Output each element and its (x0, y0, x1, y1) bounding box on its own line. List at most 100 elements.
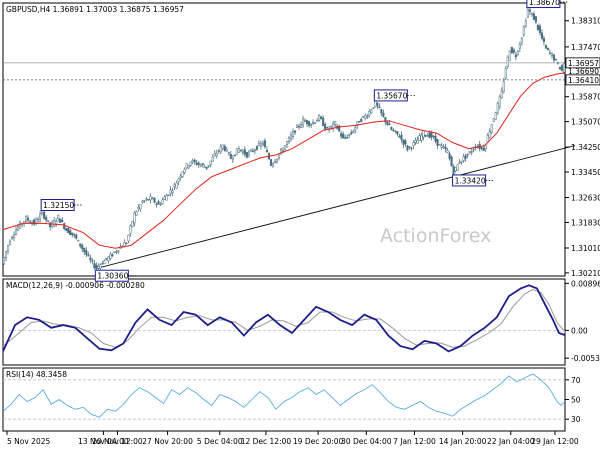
candle-body (488, 131, 491, 138)
candle-body (191, 160, 194, 163)
candle-body (308, 121, 311, 126)
candle-body (452, 166, 455, 176)
candle-body (312, 121, 315, 124)
candle-body (516, 51, 519, 55)
candle-body (159, 203, 162, 206)
candle-body (107, 256, 110, 262)
candle-body (552, 54, 556, 61)
candle-body (372, 107, 375, 109)
x-tick-label: 30 Dec 04:00 (341, 437, 392, 446)
x-tick-label: 5 Nov 2025 (7, 437, 50, 446)
candle-body (442, 146, 445, 149)
candle-body (269, 159, 273, 166)
candle-body (185, 163, 188, 169)
candle-body (183, 169, 186, 173)
candle-body (526, 9, 529, 18)
candle-body (4, 251, 8, 259)
candle-body (472, 148, 475, 151)
main-y-tick-label: 1.35870 (571, 93, 600, 102)
macd-y-tick-label: 0.00 (571, 326, 588, 335)
candle-body (338, 125, 341, 132)
candle-body (245, 152, 248, 158)
candle-body (139, 204, 142, 210)
candle-body (99, 264, 102, 269)
candle-body (79, 243, 82, 247)
rsi-header: RSI(14) 48.3458 (6, 370, 67, 379)
candle-body (65, 228, 68, 231)
candle-body (434, 135, 437, 142)
candle-body (420, 134, 423, 141)
candle-body (225, 149, 228, 152)
candle-body (257, 142, 260, 146)
candle-body (59, 218, 62, 223)
candle-body (418, 135, 421, 141)
candle-body (251, 150, 254, 152)
rsi-y-tick-label: 70 (571, 376, 581, 385)
candle-body (237, 148, 240, 153)
candle-body (115, 251, 118, 253)
candle-body (193, 159, 196, 163)
candle-body (370, 109, 373, 114)
candle-body (247, 151, 250, 156)
candle-body (229, 153, 232, 159)
candle-body (259, 142, 262, 147)
candle-body (151, 197, 154, 200)
candle-body (406, 145, 409, 151)
main-y-tick-label: 1.30210 (571, 269, 600, 278)
candle-body (538, 25, 541, 34)
candle-body (205, 166, 208, 169)
candle-body (195, 162, 198, 165)
candle-body (332, 122, 335, 129)
candle-body (71, 232, 74, 235)
candle-body (8, 240, 12, 245)
candle-body (85, 250, 88, 255)
candle-body (454, 167, 457, 172)
candle-body (149, 196, 152, 201)
candle-body (219, 146, 222, 153)
candle-body (482, 147, 485, 151)
candle-body (129, 225, 132, 234)
candle-body (101, 263, 104, 265)
candle-body (169, 189, 172, 194)
candle-body (444, 146, 447, 150)
candle-body (235, 148, 238, 155)
candle-body (203, 166, 206, 169)
candle-body (402, 139, 405, 145)
candle-body (199, 164, 202, 167)
candle-body (207, 164, 210, 167)
candle-body (287, 137, 291, 142)
candle-body (197, 162, 200, 165)
candle-body (173, 184, 176, 187)
candle-body (249, 149, 252, 152)
x-tick-label: 12 Dec 12:00 (241, 437, 292, 446)
candle-body (436, 138, 439, 146)
candle-body (145, 198, 148, 200)
candle-body (386, 121, 389, 125)
candle-body (394, 130, 397, 132)
candle-body (480, 147, 483, 149)
candle-body (137, 206, 140, 210)
candle-body (348, 134, 351, 136)
candle-body (227, 152, 230, 154)
candle-body (143, 200, 146, 202)
x-tick-label: 5 Dec 04:00 (197, 437, 243, 446)
candle-body (382, 112, 385, 117)
candle-body (161, 199, 164, 204)
candle-body (113, 251, 116, 253)
candle-body (75, 234, 78, 239)
candle-body (103, 260, 106, 265)
candle-body (502, 81, 505, 93)
moving-average-line (2, 72, 566, 249)
candle-body (6, 245, 10, 252)
candle-body (111, 254, 114, 256)
candle-body (157, 201, 160, 205)
candle-body (285, 141, 289, 146)
macd-line (2, 284, 566, 353)
candle-body (364, 115, 367, 119)
candle-body (171, 190, 174, 193)
candle-body (524, 20, 527, 27)
candle-body (510, 46, 513, 54)
candle-body (19, 221, 22, 229)
swing-label: 1.30360 (97, 272, 128, 281)
